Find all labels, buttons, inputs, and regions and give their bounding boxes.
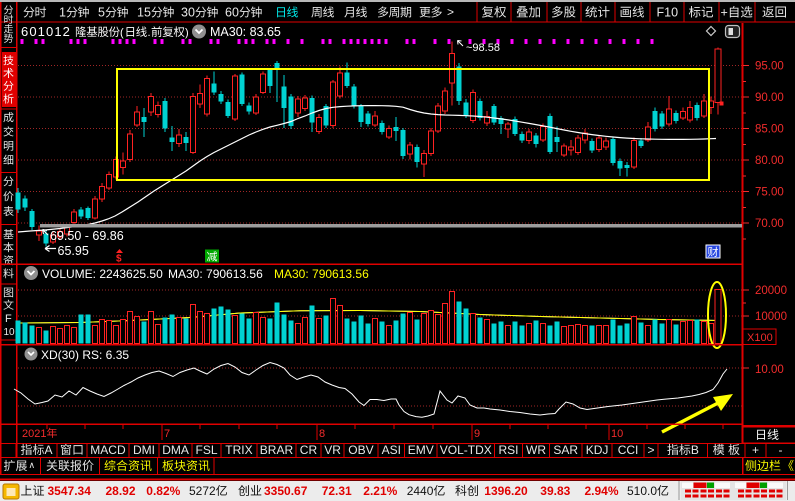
svg-text:30: 30: [181, 6, 195, 20]
svg-text:2.21%: 2.21%: [363, 484, 397, 498]
svg-text:MACD: MACD: [90, 443, 126, 457]
svg-text:MA30: 83.65: MA30: 83.65: [210, 25, 281, 39]
svg-text:RSI: RSI: [499, 443, 519, 457]
svg-text:85.00: 85.00: [755, 124, 784, 136]
svg-text:>: >: [648, 443, 655, 457]
svg-text:KDJ: KDJ: [586, 443, 609, 457]
svg-text:5: 5: [98, 6, 105, 20]
svg-text:15: 15: [137, 6, 151, 20]
svg-text:>: >: [447, 5, 454, 19]
svg-text:75.00: 75.00: [755, 187, 784, 199]
svg-text:CR: CR: [300, 443, 318, 457]
svg-text:DMA: DMA: [162, 443, 189, 457]
svg-text:+: +: [752, 443, 759, 457]
svg-text:2021: 2021: [22, 428, 46, 440]
svg-text:~98.58: ~98.58: [466, 42, 500, 54]
svg-text:VR: VR: [324, 443, 341, 457]
svg-text:60: 60: [225, 6, 239, 20]
svg-text:∧: ∧: [29, 460, 36, 470]
svg-text:OBV: OBV: [348, 443, 373, 457]
svg-text:TRIX: TRIX: [225, 443, 252, 457]
svg-text:0.82%: 0.82%: [146, 484, 180, 498]
svg-text:2440: 2440: [407, 484, 434, 498]
svg-text:2.94%: 2.94%: [585, 484, 619, 498]
svg-text:28.92: 28.92: [106, 484, 136, 498]
svg-text:.: .: [148, 27, 151, 39]
svg-text:80.00: 80.00: [755, 155, 784, 167]
svg-text:20000: 20000: [755, 285, 787, 297]
svg-text:MA30: 790613.56: MA30: 790613.56: [168, 267, 263, 281]
svg-text:$: $: [116, 254, 122, 265]
svg-text:1: 1: [59, 6, 66, 20]
svg-text:VOLUME: 2243625.50: VOLUME: 2243625.50: [42, 267, 163, 281]
svg-text:10: 10: [4, 327, 16, 338]
svg-text:3547.34: 3547.34: [48, 484, 92, 498]
svg-text:72.31: 72.31: [322, 484, 352, 498]
svg-text:MA30: 790613.56: MA30: 790613.56: [274, 267, 369, 281]
svg-text:8: 8: [319, 428, 325, 440]
svg-text:39.83: 39.83: [540, 484, 570, 498]
svg-text:EMV: EMV: [408, 443, 434, 457]
svg-text:3350.67: 3350.67: [264, 484, 308, 498]
svg-text:BRAR: BRAR: [260, 443, 294, 457]
svg-text:510.0: 510.0: [627, 484, 657, 498]
svg-text:95.00: 95.00: [755, 61, 784, 73]
svg-text:5272: 5272: [189, 484, 216, 498]
svg-text:B: B: [691, 443, 699, 457]
svg-text:SAR: SAR: [553, 443, 578, 457]
svg-text:10.00: 10.00: [755, 364, 784, 376]
svg-text:(: (: [120, 27, 124, 39]
svg-text:70.00: 70.00: [755, 218, 784, 230]
svg-text:XD(30) RS: 6.35: XD(30) RS: 6.35: [41, 348, 129, 362]
svg-text:): ): [185, 27, 189, 39]
svg-text:F10: F10: [657, 6, 679, 20]
svg-text:F: F: [5, 313, 12, 325]
svg-text:9: 9: [474, 428, 480, 440]
svg-text:601012: 601012: [21, 24, 71, 39]
svg-text:7: 7: [164, 428, 170, 440]
svg-text:90.00: 90.00: [755, 92, 784, 104]
svg-text:69.50 - 69.86: 69.50 - 69.86: [50, 229, 124, 243]
svg-text:65.95: 65.95: [58, 244, 89, 258]
svg-text:VOL-TDX: VOL-TDX: [440, 443, 492, 457]
svg-text:ASI: ASI: [382, 443, 401, 457]
svg-text:10: 10: [611, 428, 623, 440]
svg-text:1396.20: 1396.20: [484, 484, 528, 498]
svg-text:WR: WR: [526, 443, 546, 457]
svg-text:10000: 10000: [755, 311, 787, 323]
svg-text:+: +: [721, 6, 728, 20]
svg-text:X100: X100: [747, 332, 773, 344]
svg-text:FSL: FSL: [196, 443, 218, 457]
svg-text:DMI: DMI: [133, 443, 155, 457]
svg-text:-: -: [779, 443, 783, 457]
svg-text:CCI: CCI: [618, 443, 639, 457]
svg-text:A: A: [45, 443, 53, 457]
